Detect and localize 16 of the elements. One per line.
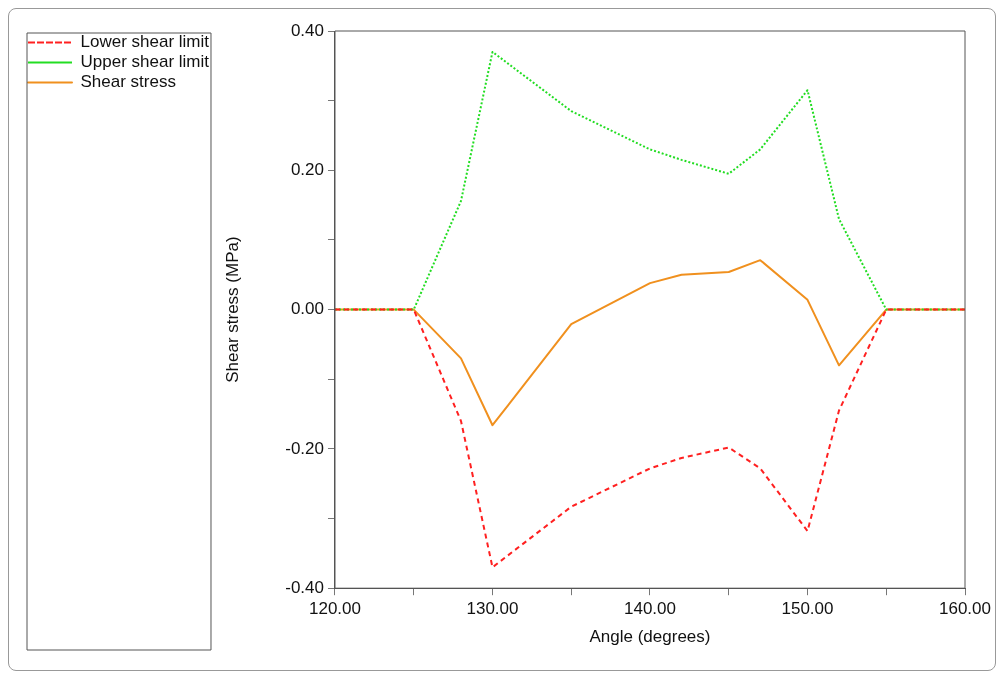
y-tick-label: -0.40 (285, 577, 324, 597)
line-series (334, 308, 965, 569)
x-tick-label: 150.00 (781, 599, 834, 619)
x-tick-label: 130.00 (466, 599, 519, 619)
legend-label: Upper shear limit (80, 52, 210, 72)
x-tick-label: 140.00 (623, 599, 676, 619)
y-tick-label: -0.20 (285, 438, 324, 458)
y-tick-label: 0.00 (290, 299, 324, 319)
legend-label: Lower shear limit (80, 32, 210, 52)
x-tick-label: 120.00 (308, 599, 361, 619)
y-axis-title: Shear stress (MPa) (222, 236, 242, 383)
y-tick-label: 0.20 (290, 159, 324, 179)
x-tick-label: 160.00 (939, 599, 991, 619)
x-axis-title: Angle (degrees) (589, 627, 711, 647)
legend-label: Shear stress (80, 72, 176, 92)
y-tick-label: 0.40 (290, 20, 324, 40)
